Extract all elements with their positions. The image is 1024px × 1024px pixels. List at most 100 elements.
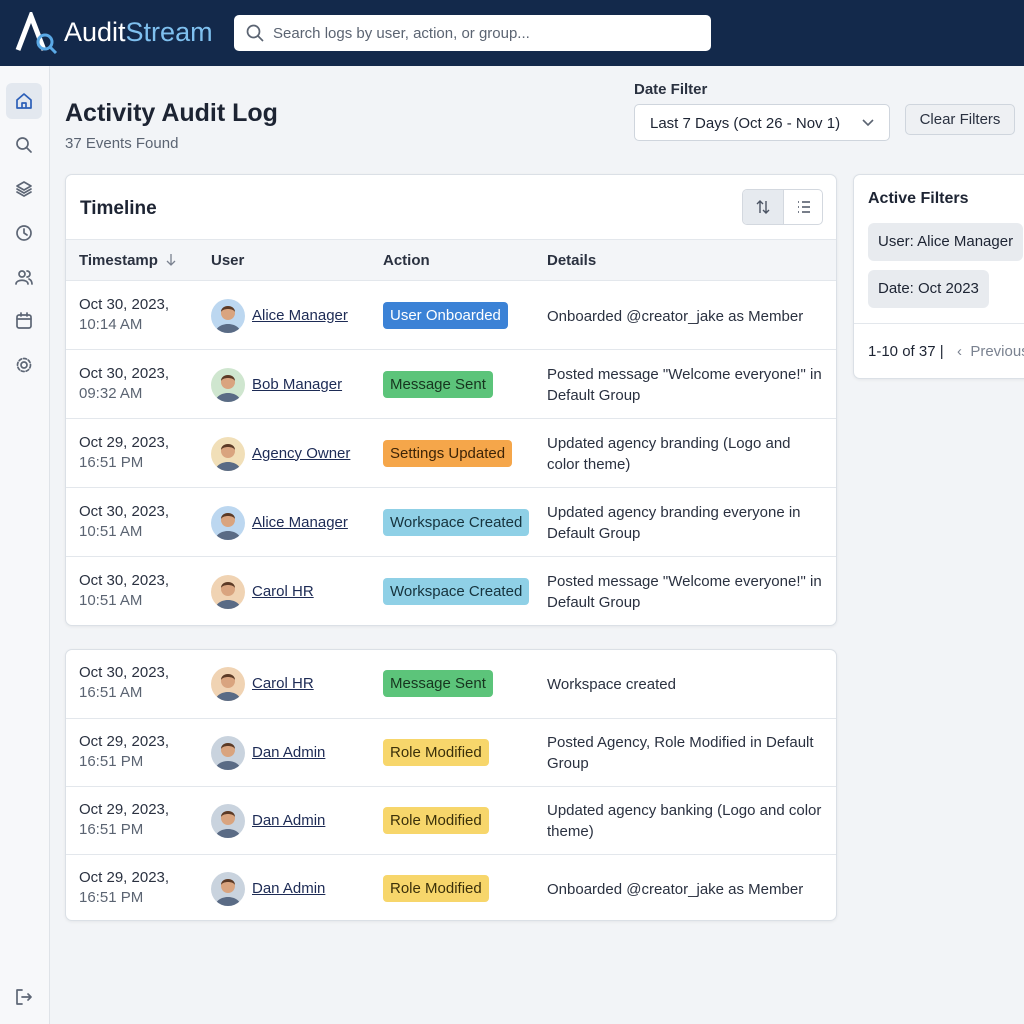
action-badge: Role Modified bbox=[383, 807, 489, 834]
timestamp: Oct 29, 2023, 16:51 PM bbox=[79, 732, 169, 772]
range-text: 1-10 of 37 bbox=[868, 343, 936, 360]
action-badge: Workspace Created bbox=[383, 508, 530, 536]
nav-calendar[interactable] bbox=[6, 303, 42, 339]
timeline-card-continued: Oct 30, 2023, 16:51 AM Carol HR Message Sen… bbox=[65, 649, 837, 921]
top-bar: AuditStream Search logs by user, action,… bbox=[0, 0, 1024, 66]
details: Workspace created bbox=[547, 676, 676, 693]
list-view-button[interactable] bbox=[783, 190, 822, 224]
timestamp-time: 10:14 AM bbox=[79, 315, 143, 333]
sidebar bbox=[0, 66, 50, 1024]
user-link[interactable]: Alice Manager bbox=[252, 306, 348, 324]
log-row: Oct 29, 2023, 16:51 PM Dan Admin Role Modif… bbox=[66, 786, 836, 855]
avatar bbox=[211, 505, 245, 540]
timestamp: Oct 29, 2023, 16:51 PM bbox=[79, 868, 169, 908]
timestamp: Oct 29, 2023, 16:51 PM bbox=[79, 800, 169, 840]
chevron bbox=[862, 119, 874, 127]
timestamp-time: 16:51 PM bbox=[79, 453, 144, 471]
log-row: Oct 29, 2023, 16:51 PM Agency Owner Setting… bbox=[66, 418, 836, 488]
nav-home[interactable] bbox=[6, 83, 42, 119]
brand-lead: Audit bbox=[64, 17, 126, 47]
search-placeholder: Search logs by user, action, or group... bbox=[273, 25, 530, 42]
avatar bbox=[211, 872, 245, 906]
nav-history[interactable] bbox=[6, 215, 42, 251]
search-icon bbox=[246, 24, 264, 42]
user-link[interactable]: Carol HR bbox=[252, 675, 314, 692]
action-badge: Workspace Created bbox=[383, 577, 530, 605]
clear-filters-button[interactable]: Clear Filters bbox=[905, 104, 1015, 135]
nav-search[interactable] bbox=[6, 127, 42, 163]
user-link[interactable]: Dan Admin bbox=[252, 880, 326, 897]
column-header: Timestamp User Action Details bbox=[66, 239, 836, 281]
log-row: Oct 30, 2023, 16:51 AM Carol HR Message Sen… bbox=[66, 650, 836, 718]
brand-tail: Stream bbox=[125, 17, 213, 47]
logo bbox=[15, 12, 58, 54]
log-row: Oct 30, 2023, 10:51 AM Alice Manager Worksp… bbox=[66, 487, 836, 557]
timestamp-time: 16:51 PM bbox=[79, 821, 144, 838]
details: Updated agency banking (Logo and color t… bbox=[547, 802, 822, 840]
filter-chip[interactable]: User: Alice Manager bbox=[868, 223, 1024, 261]
details: Posted message "Welcome everyone!" in De… bbox=[547, 365, 822, 404]
avatar bbox=[211, 367, 245, 402]
timestamp-date: Oct 30, 2023, bbox=[79, 664, 170, 681]
nav-settings[interactable] bbox=[6, 347, 42, 383]
timestamp: Oct 30, 2023, 16:51 AM bbox=[79, 663, 169, 703]
timeline-card: Timeline Timestamp User Action Details Oct … bbox=[65, 174, 837, 626]
details: Onboarded @creator_jake as Member bbox=[547, 307, 804, 325]
details: Posted message "Welcome everyone!" in De… bbox=[547, 572, 822, 611]
brand[interactable]: AuditStream bbox=[64, 17, 213, 48]
sort-arrow bbox=[166, 254, 176, 266]
nav-users[interactable] bbox=[6, 259, 42, 295]
previous-button[interactable]: ‹ Previous bbox=[957, 343, 1024, 360]
details: Posted Agency, Role Modified in Default … bbox=[547, 734, 814, 772]
timestamp: Oct 29, 2023, 16:51 PM bbox=[79, 433, 169, 473]
timestamp-date: Oct 30, 2023, bbox=[79, 571, 170, 589]
avatar bbox=[211, 736, 245, 770]
timestamp: Oct 30, 2023, 10:14 AM bbox=[79, 295, 169, 335]
avatar bbox=[211, 436, 245, 471]
column-label[interactable]: Timestamp bbox=[79, 252, 176, 269]
column-label: Details bbox=[547, 252, 597, 269]
date-filter-select[interactable]: Last 7 Days (Oct 26 - Nov 1) bbox=[634, 104, 890, 141]
action-badge: Message Sent bbox=[383, 670, 493, 697]
user-link[interactable]: Bob Manager bbox=[252, 375, 343, 393]
action-badge: Settings Updated bbox=[383, 439, 513, 467]
column-label: User bbox=[211, 252, 245, 269]
timestamp-time: 16:51 PM bbox=[79, 889, 144, 906]
date-filter-label: Date Filter bbox=[634, 81, 708, 98]
search-box[interactable]: Search logs by user, action, or group... bbox=[234, 15, 711, 51]
sort-view-button[interactable] bbox=[743, 190, 783, 224]
nav-logout[interactable] bbox=[6, 979, 42, 1015]
action-badge: Role Modified bbox=[383, 875, 489, 902]
avatar bbox=[211, 667, 245, 701]
timestamp-date: Oct 29, 2023, bbox=[79, 801, 170, 818]
action-badge: User Onboarded bbox=[383, 301, 508, 329]
previous-text: Previous bbox=[970, 343, 1024, 360]
log-row: Oct 29, 2023, 16:51 PM Dan Admin Role Modif… bbox=[66, 718, 836, 787]
user-link[interactable]: Alice Manager bbox=[252, 513, 348, 531]
timestamp-time: 16:51 AM bbox=[79, 684, 143, 701]
timestamp-date: Oct 30, 2023, bbox=[79, 295, 170, 313]
filter-chip[interactable]: Date: Oct 2023 bbox=[868, 270, 989, 308]
page-subtitle: 37 Events Found bbox=[65, 135, 179, 152]
user-link[interactable]: Agency Owner bbox=[252, 444, 351, 462]
view-toggle bbox=[742, 189, 823, 225]
details: Updated agency branding (Logo and color … bbox=[547, 434, 791, 473]
user-link[interactable]: Dan Admin bbox=[252, 744, 326, 761]
date-filter-value: Last 7 Days (Oct 26 - Nov 1) bbox=[650, 115, 841, 132]
action-badge: Role Modified bbox=[383, 739, 489, 766]
timestamp-time: 10:51 AM bbox=[79, 591, 143, 609]
timestamp-time: 10:51 AM bbox=[79, 522, 143, 540]
avatar bbox=[211, 574, 245, 609]
pagination-range: 1-10 of 37 | bbox=[868, 343, 944, 360]
log-row: Oct 30, 2023, 10:14 AM Alice Manager User O… bbox=[66, 280, 836, 350]
divider bbox=[854, 323, 1024, 324]
avatar bbox=[211, 298, 245, 333]
filters-title: Active Filters bbox=[868, 190, 969, 207]
page-title: Activity Audit Log bbox=[65, 99, 278, 127]
user-link[interactable]: Carol HR bbox=[252, 582, 314, 600]
column-label: Action bbox=[383, 252, 430, 269]
timestamp-time: 16:51 PM bbox=[79, 753, 144, 770]
nav-layers[interactable] bbox=[6, 171, 42, 207]
user-link[interactable]: Dan Admin bbox=[252, 812, 326, 829]
